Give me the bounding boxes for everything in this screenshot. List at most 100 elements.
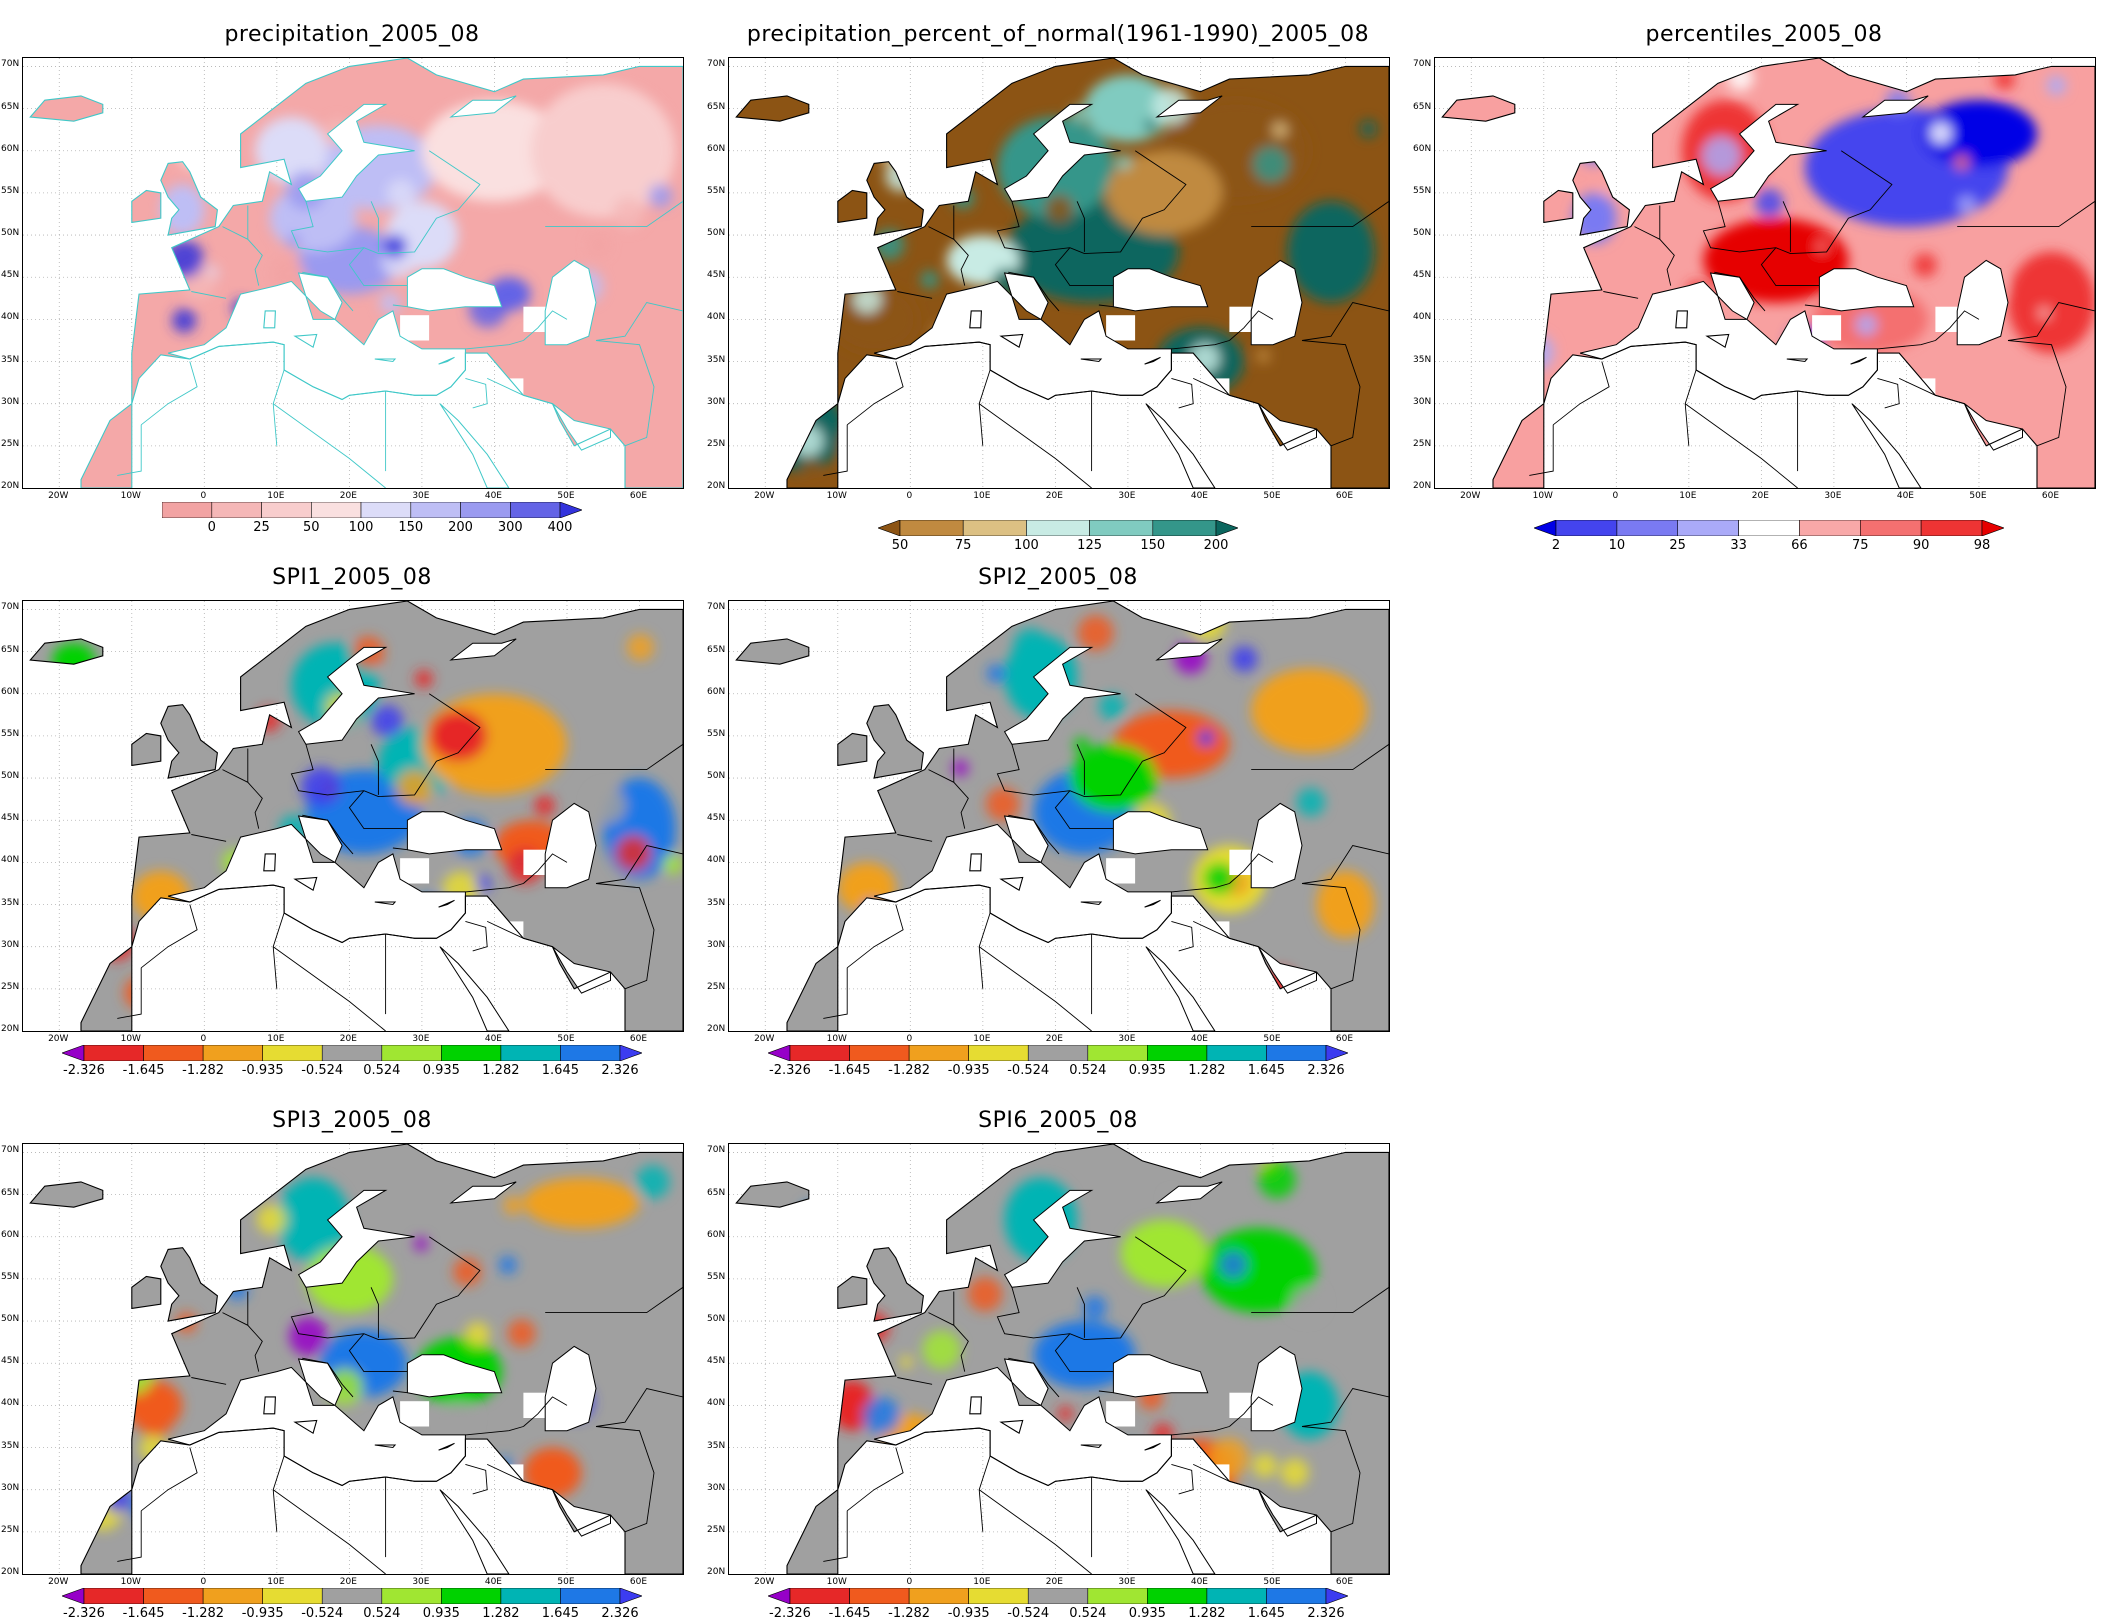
coastline [999, 1419, 1024, 1435]
colorbar-box [1087, 1044, 1148, 1062]
map-canvas [729, 601, 1389, 1031]
colorbar-box [560, 1587, 621, 1605]
lon-tick-label: 10W [120, 491, 141, 501]
coastline [1441, 95, 1516, 122]
lat-tick-label: 25N [1, 1524, 20, 1535]
colorbar-label: -2.326 [63, 1606, 105, 1621]
coastline [735, 638, 810, 665]
colorbar-label: -1.645 [828, 1063, 871, 1078]
lon-tick-label: 0 [906, 1577, 913, 1587]
lat-tick-label: 25N [707, 438, 726, 449]
colorbar-box [143, 1044, 204, 1062]
lon-tick-label: 10W [826, 491, 847, 501]
colorbar-label: 0.524 [363, 1606, 401, 1621]
colorbar-boxes [877, 519, 1239, 537]
water-body [374, 358, 397, 363]
lon-tick-label: 20W [754, 1577, 775, 1587]
coastline [1675, 310, 1688, 329]
lon-tick-label: 30E [412, 491, 430, 501]
colorbar: -2.326 -1.645 -1.282 -0.935 -0.524 0.524 0.935… [61, 1587, 643, 1624]
coastline [837, 732, 868, 767]
lon-tick-label: 50E [557, 491, 575, 501]
colorbar-boxes [61, 1044, 643, 1062]
colorbar-label: 0.935 [1128, 1063, 1166, 1078]
country-border [978, 1455, 991, 1532]
colorbar-box [1738, 519, 1800, 537]
lat-tick-label: 30N [707, 396, 726, 407]
lon-tick-label: 60E [629, 1034, 648, 1044]
coastline [866, 161, 924, 236]
colorbar-box [83, 1587, 144, 1605]
map-frame [22, 57, 684, 489]
water-body [1258, 1489, 1317, 1537]
colorbar-box [440, 1044, 502, 1062]
water-body [1112, 268, 1209, 312]
country-border [545, 1286, 683, 1314]
water-body [1145, 946, 1216, 1031]
colorbar-label: -1.282 [182, 1606, 225, 1621]
colorbar-label: 200 [448, 520, 473, 535]
country-border [465, 377, 488, 409]
panel-title: SPI1_2005_08 [272, 565, 432, 590]
lat-tick-label: 55N [1, 1271, 20, 1282]
country-border [595, 301, 683, 341]
coastline [1572, 161, 1630, 236]
country-border [1054, 790, 1114, 830]
lon-tick-label: 20W [1460, 491, 1481, 501]
colorbar-label: 0 [207, 520, 216, 535]
water-body [1250, 802, 1303, 889]
water-body [1080, 1444, 1103, 1449]
colorbar-box [161, 501, 213, 519]
lat-tick-label: 50N [1413, 228, 1432, 239]
colorbar-box [311, 501, 362, 519]
lon-tick-label: 60E [1335, 1577, 1354, 1587]
water-body [406, 811, 503, 855]
lat-tick-label: 40N [707, 1398, 726, 1409]
colorbar-box [789, 1587, 850, 1605]
water-body [1145, 403, 1216, 488]
coastline [80, 1144, 683, 1574]
lat-tick-label: 60N [1, 686, 20, 697]
colorbar: 50 75 100 125 150 200 [877, 519, 1239, 556]
coastline [837, 189, 868, 224]
colorbar-label: 25 [253, 520, 270, 535]
lon-tick-label: 30E [1118, 1577, 1136, 1587]
country-border [1171, 883, 1230, 893]
water-body [1112, 811, 1209, 855]
colorbar-label: 0.935 [422, 1063, 460, 1078]
country-border [140, 904, 198, 969]
country-border [545, 200, 683, 228]
water-body [1250, 1345, 1303, 1432]
coastline [969, 853, 982, 872]
lat-tick-label: 65N [1, 101, 20, 112]
colorbar-box [1146, 1587, 1208, 1605]
country-border [348, 1333, 408, 1373]
colorbar-label: 25 [1669, 538, 1686, 553]
country-border [595, 883, 655, 990]
coastline [29, 95, 104, 122]
country-border [465, 1463, 488, 1495]
country-border [348, 247, 408, 287]
lon-tick-label: 10W [826, 1577, 847, 1587]
lon-tick-label: 20E [339, 1577, 357, 1587]
lon-tick-label: 0 [906, 491, 913, 501]
coastline [786, 1144, 1389, 1574]
country-border [1552, 361, 1610, 426]
lat-tick-label: 35N [1, 354, 20, 365]
lon-tick-label: 10E [1679, 491, 1697, 501]
coastline [293, 1419, 318, 1435]
country-border [846, 1447, 904, 1512]
colorbar-box [1027, 1044, 1089, 1062]
country-border [392, 847, 408, 851]
country-border [1171, 377, 1194, 409]
map-canvas [729, 58, 1389, 488]
water-body [439, 946, 510, 1031]
colorbar-box [1206, 1044, 1267, 1062]
colorbar-box [202, 1587, 264, 1605]
country-border [348, 790, 408, 830]
coastline [866, 1247, 924, 1322]
lat-tick-label: 20N [707, 1024, 726, 1034]
lat-tick-label: 50N [1, 771, 20, 782]
colorbar-label: 0.524 [363, 1063, 401, 1078]
country-border [272, 1489, 386, 1574]
